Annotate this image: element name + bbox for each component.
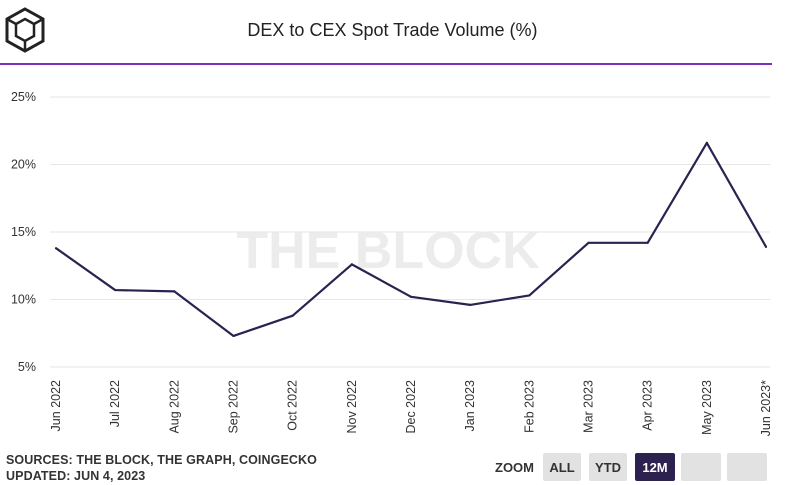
data-point — [409, 295, 413, 298]
x-tick-label: Jun 2023* — [759, 380, 773, 436]
watermark: THE BLOCK — [236, 222, 540, 280]
y-tick-label: 20% — [11, 158, 36, 172]
x-tick-label: Dec 2022 — [404, 380, 418, 434]
data-point — [232, 334, 235, 338]
x-tick-label: Nov 2022 — [345, 380, 359, 434]
x-tick-label: Oct 2022 — [286, 380, 300, 431]
zoom-label: ZOOM — [495, 459, 534, 475]
data-point — [587, 241, 590, 244]
x-tick-label: Sep 2022 — [227, 380, 241, 434]
y-tick-label: 5% — [18, 360, 36, 374]
zoom-ytd-button[interactable]: YTD — [589, 453, 627, 481]
x-tick-label: Jul 2022 — [108, 380, 122, 427]
data-point — [469, 303, 472, 306]
data-point — [114, 288, 117, 292]
chart-title: DEX to CEX Spot Trade Volume (%) — [247, 20, 538, 40]
y-tick-label: 15% — [11, 225, 36, 239]
y-tick-label: 25% — [11, 90, 36, 104]
x-tick-label: Jun 2022 — [49, 380, 63, 431]
data-point — [291, 314, 294, 317]
data-point — [646, 241, 649, 244]
zoom-all-button[interactable]: ALL — [543, 453, 581, 481]
line-chart: 5% 10% 15% 20% 25% THE BLOCK Jun 2022 Jul 2022 A… — [11, 90, 773, 436]
data-point — [350, 263, 353, 266]
zoom-12m-button[interactable]: 12M — [635, 453, 675, 481]
title-divider — [0, 63, 772, 65]
chart-footer: SOURCES: THE BLOCK, THE GRAPH, COINGECKO… — [6, 452, 317, 484]
x-tick-label: Feb 2023 — [522, 380, 536, 433]
x-tick-label: Aug 2022 — [167, 380, 181, 434]
x-tick-label: May 2023 — [700, 380, 714, 435]
data-point — [764, 245, 768, 248]
data-point — [173, 290, 176, 293]
x-tick-label: Jan 2023 — [463, 380, 477, 431]
x-tick-label: Mar 2023 — [582, 380, 596, 433]
data-point — [54, 247, 58, 250]
updated-text: UPDATED: JUN 4, 2023 — [6, 469, 146, 483]
zoom-blank-button-1[interactable] — [681, 453, 721, 481]
x-tick-label: Apr 2023 — [641, 380, 655, 431]
data-point — [705, 141, 708, 144]
the-block-logo-icon — [5, 7, 45, 53]
data-point — [528, 294, 531, 297]
y-tick-label: 10% — [11, 293, 36, 307]
zoom-blank-button-2[interactable] — [727, 453, 767, 481]
sources-text: SOURCES: THE BLOCK, THE GRAPH, COINGECKO — [6, 453, 317, 467]
